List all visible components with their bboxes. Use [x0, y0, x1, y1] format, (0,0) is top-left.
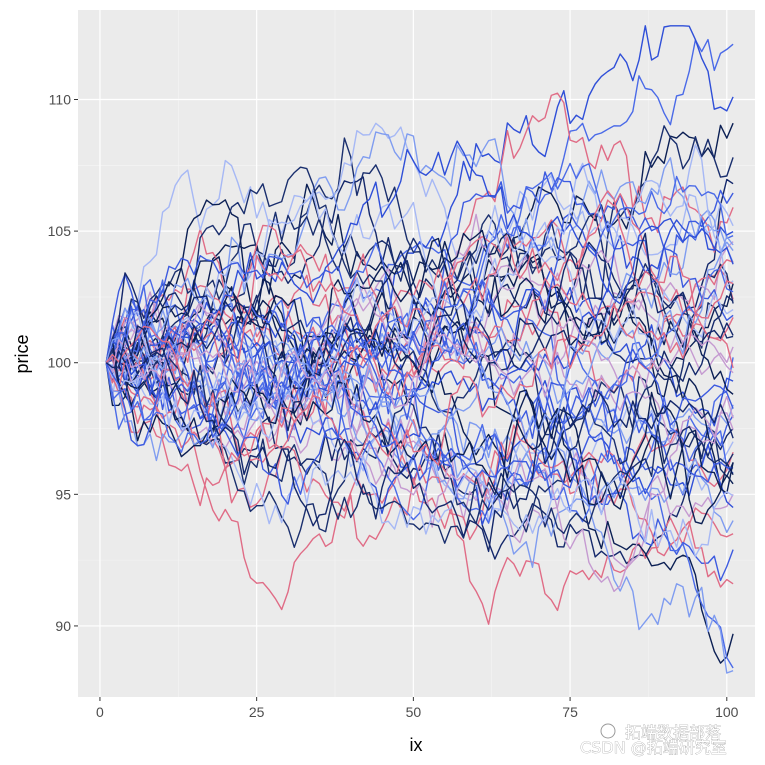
series-line	[105, 314, 734, 416]
series-line	[105, 25, 734, 391]
series-line	[105, 189, 734, 441]
series-line	[105, 144, 734, 439]
series-line	[105, 342, 734, 588]
x-tick-label: 100	[715, 704, 739, 720]
watermark: 拓端数据部落 CSDN @拓端研究室	[580, 723, 727, 758]
series-line	[105, 273, 734, 582]
series-line	[105, 232, 734, 432]
series-line	[105, 217, 734, 443]
series-line	[105, 209, 734, 462]
x-tick-label: 75	[562, 704, 578, 720]
series-line	[105, 362, 734, 625]
series-line	[105, 284, 734, 447]
x-tick-label: 0	[96, 704, 104, 720]
series-line	[105, 171, 734, 415]
series-line	[105, 254, 734, 483]
x-axis-ticks: 0 25 50 75 100	[96, 697, 739, 720]
series-line	[105, 191, 734, 384]
x-tick-label: 25	[249, 704, 265, 720]
series-line	[105, 190, 734, 405]
wechat-icon	[600, 723, 616, 739]
y-axis-ticks: 90 95 100 105 110	[48, 91, 78, 634]
series-line	[105, 193, 734, 372]
watermark-line-2: CSDN @拓端研究室	[580, 738, 727, 757]
series-line	[105, 263, 734, 548]
series-line	[105, 278, 734, 448]
y-tick-label: 105	[48, 223, 72, 239]
series-line	[105, 269, 734, 397]
series-line	[105, 280, 734, 472]
y-tick-label: 100	[48, 355, 72, 371]
watermark-line-1: 拓端数据部落	[625, 723, 721, 742]
y-tick-label: 90	[55, 618, 71, 634]
x-tick-label: 50	[406, 704, 422, 720]
series-line	[105, 277, 734, 674]
series-line	[105, 211, 734, 363]
series-line	[105, 320, 734, 569]
series-line	[105, 140, 734, 399]
y-tick-label: 110	[49, 91, 72, 107]
y-tick-label: 95	[55, 486, 71, 502]
series-line	[105, 122, 734, 364]
series-lines	[105, 25, 734, 674]
x-axis-title: ix	[410, 735, 423, 755]
series-line	[105, 176, 734, 377]
series-line	[105, 325, 734, 553]
y-axis-title: price	[12, 334, 32, 373]
series-line	[105, 348, 734, 505]
series-line	[105, 235, 734, 440]
series-line	[105, 162, 734, 453]
